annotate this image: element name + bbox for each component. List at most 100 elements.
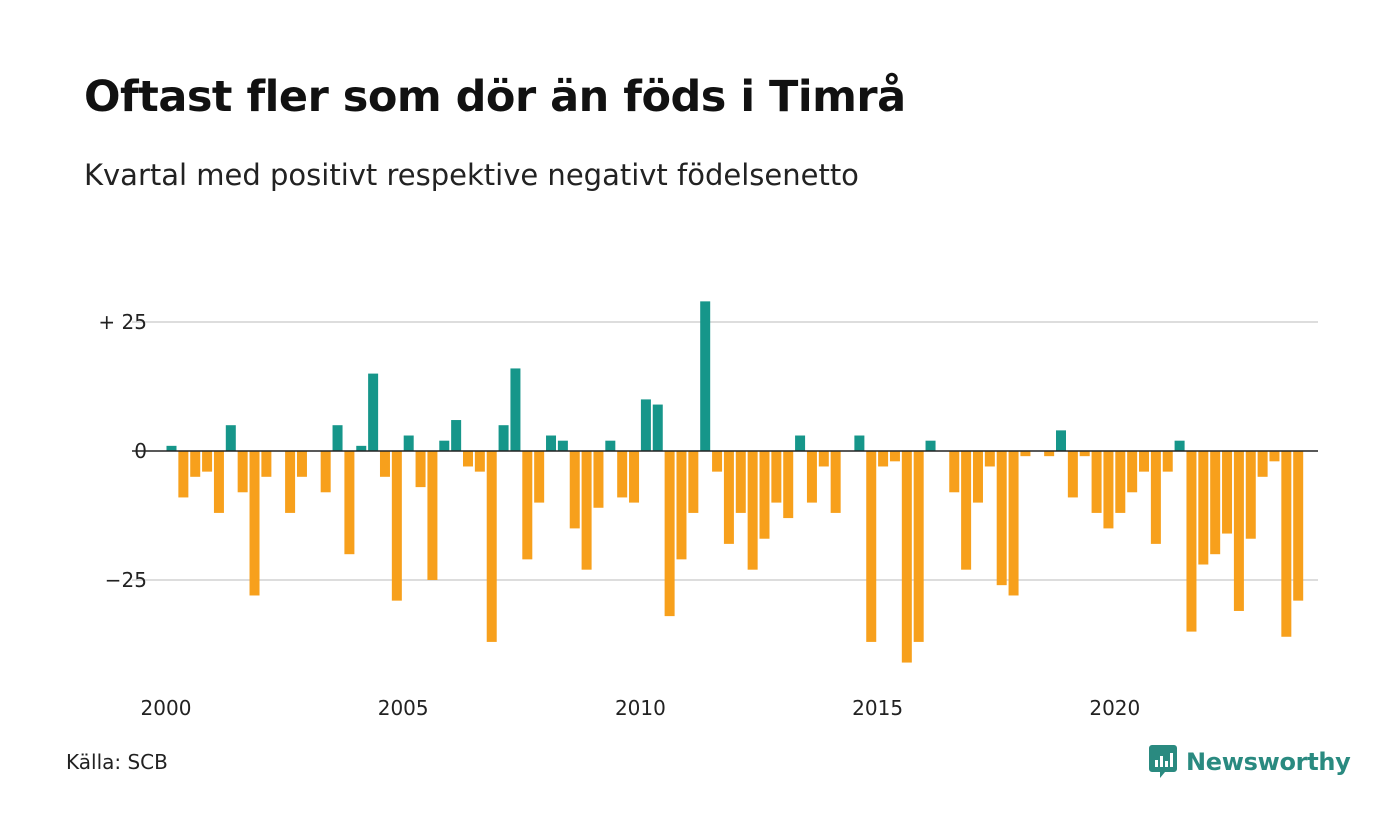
bar — [1020, 451, 1031, 457]
bar — [818, 451, 829, 467]
newsworthy-logo-icon — [1149, 745, 1177, 778]
bar — [332, 425, 343, 451]
x-tick-label: 2005 — [378, 696, 429, 720]
bar — [640, 399, 651, 451]
chart-title: Oftast fler som dör än föds i Timrå — [84, 72, 906, 122]
bar — [249, 451, 260, 596]
bar — [925, 440, 936, 451]
bar — [415, 451, 426, 488]
bar — [1233, 451, 1244, 611]
y-tick-label: + 25 — [98, 310, 147, 334]
bar — [451, 420, 462, 451]
bar — [474, 451, 485, 472]
bar — [202, 451, 213, 472]
bar — [854, 435, 865, 451]
bar — [439, 440, 450, 451]
bar — [463, 451, 473, 467]
bar — [996, 451, 1007, 586]
bar — [830, 451, 841, 513]
bar — [522, 451, 533, 560]
bar — [368, 373, 379, 451]
bar — [546, 435, 557, 451]
bar — [534, 451, 545, 503]
bar — [344, 451, 355, 555]
bar — [688, 451, 699, 513]
bar — [1044, 451, 1055, 457]
bar — [759, 451, 770, 539]
bar — [723, 451, 734, 544]
bar — [771, 451, 782, 503]
bar — [1162, 451, 1173, 472]
bar — [652, 404, 663, 451]
bar — [391, 451, 402, 601]
bar — [1174, 440, 1185, 451]
bar — [498, 425, 509, 451]
bar — [510, 368, 521, 451]
bar — [213, 451, 224, 513]
bar — [806, 451, 817, 503]
bar — [889, 451, 900, 462]
bar — [949, 451, 960, 493]
bar — [878, 451, 889, 467]
bar — [237, 451, 248, 493]
bar — [190, 451, 201, 477]
bar — [1139, 451, 1150, 472]
bar — [178, 451, 189, 498]
bar — [1293, 451, 1304, 601]
bar — [569, 451, 580, 529]
bar — [1198, 451, 1209, 565]
y-tick-label: −25 — [105, 568, 147, 592]
bar — [605, 440, 616, 451]
bar — [320, 451, 331, 493]
bar — [972, 451, 983, 503]
bar — [1127, 451, 1138, 493]
bar — [1008, 451, 1019, 596]
bar — [629, 451, 640, 503]
bar — [1079, 451, 1090, 457]
bar — [1115, 451, 1126, 513]
bar — [984, 451, 995, 467]
bar — [486, 451, 497, 642]
bar — [913, 451, 924, 642]
bar — [356, 445, 367, 451]
bar — [557, 440, 568, 451]
newsworthy-logo-text: Newsworthy — [1186, 748, 1351, 776]
bar — [581, 451, 592, 570]
bar — [261, 451, 272, 477]
bar — [664, 451, 675, 617]
bar — [225, 425, 236, 451]
bar — [1186, 451, 1197, 632]
bar — [1269, 451, 1280, 462]
bar — [961, 451, 972, 570]
chart-subtitle: Kvartal med positivt respektive negativt… — [84, 158, 859, 192]
bar — [285, 451, 296, 513]
newsworthy-logo: Newsworthy — [1148, 744, 1351, 780]
source-note: Källa: SCB — [66, 750, 168, 774]
bar — [379, 451, 390, 477]
bar — [783, 451, 794, 519]
bar — [296, 451, 307, 477]
bar — [1103, 451, 1114, 529]
bar — [747, 451, 758, 570]
bar — [866, 451, 877, 642]
bar — [1067, 451, 1078, 498]
bar — [1056, 430, 1066, 451]
bar — [795, 435, 806, 451]
bar — [1245, 451, 1256, 539]
bar — [1222, 451, 1233, 534]
x-tick-label: 2015 — [852, 696, 903, 720]
bar — [617, 451, 628, 498]
bar — [676, 451, 687, 560]
bar — [735, 451, 746, 513]
bar — [403, 435, 414, 451]
bar — [1210, 451, 1221, 555]
bar — [901, 451, 912, 663]
bar — [166, 445, 177, 451]
bar — [1091, 451, 1102, 513]
bar — [1281, 451, 1292, 637]
x-tick-label: 2020 — [1089, 696, 1140, 720]
bar — [1257, 451, 1268, 477]
x-tick-label: 2010 — [615, 696, 666, 720]
bar — [1150, 451, 1161, 544]
